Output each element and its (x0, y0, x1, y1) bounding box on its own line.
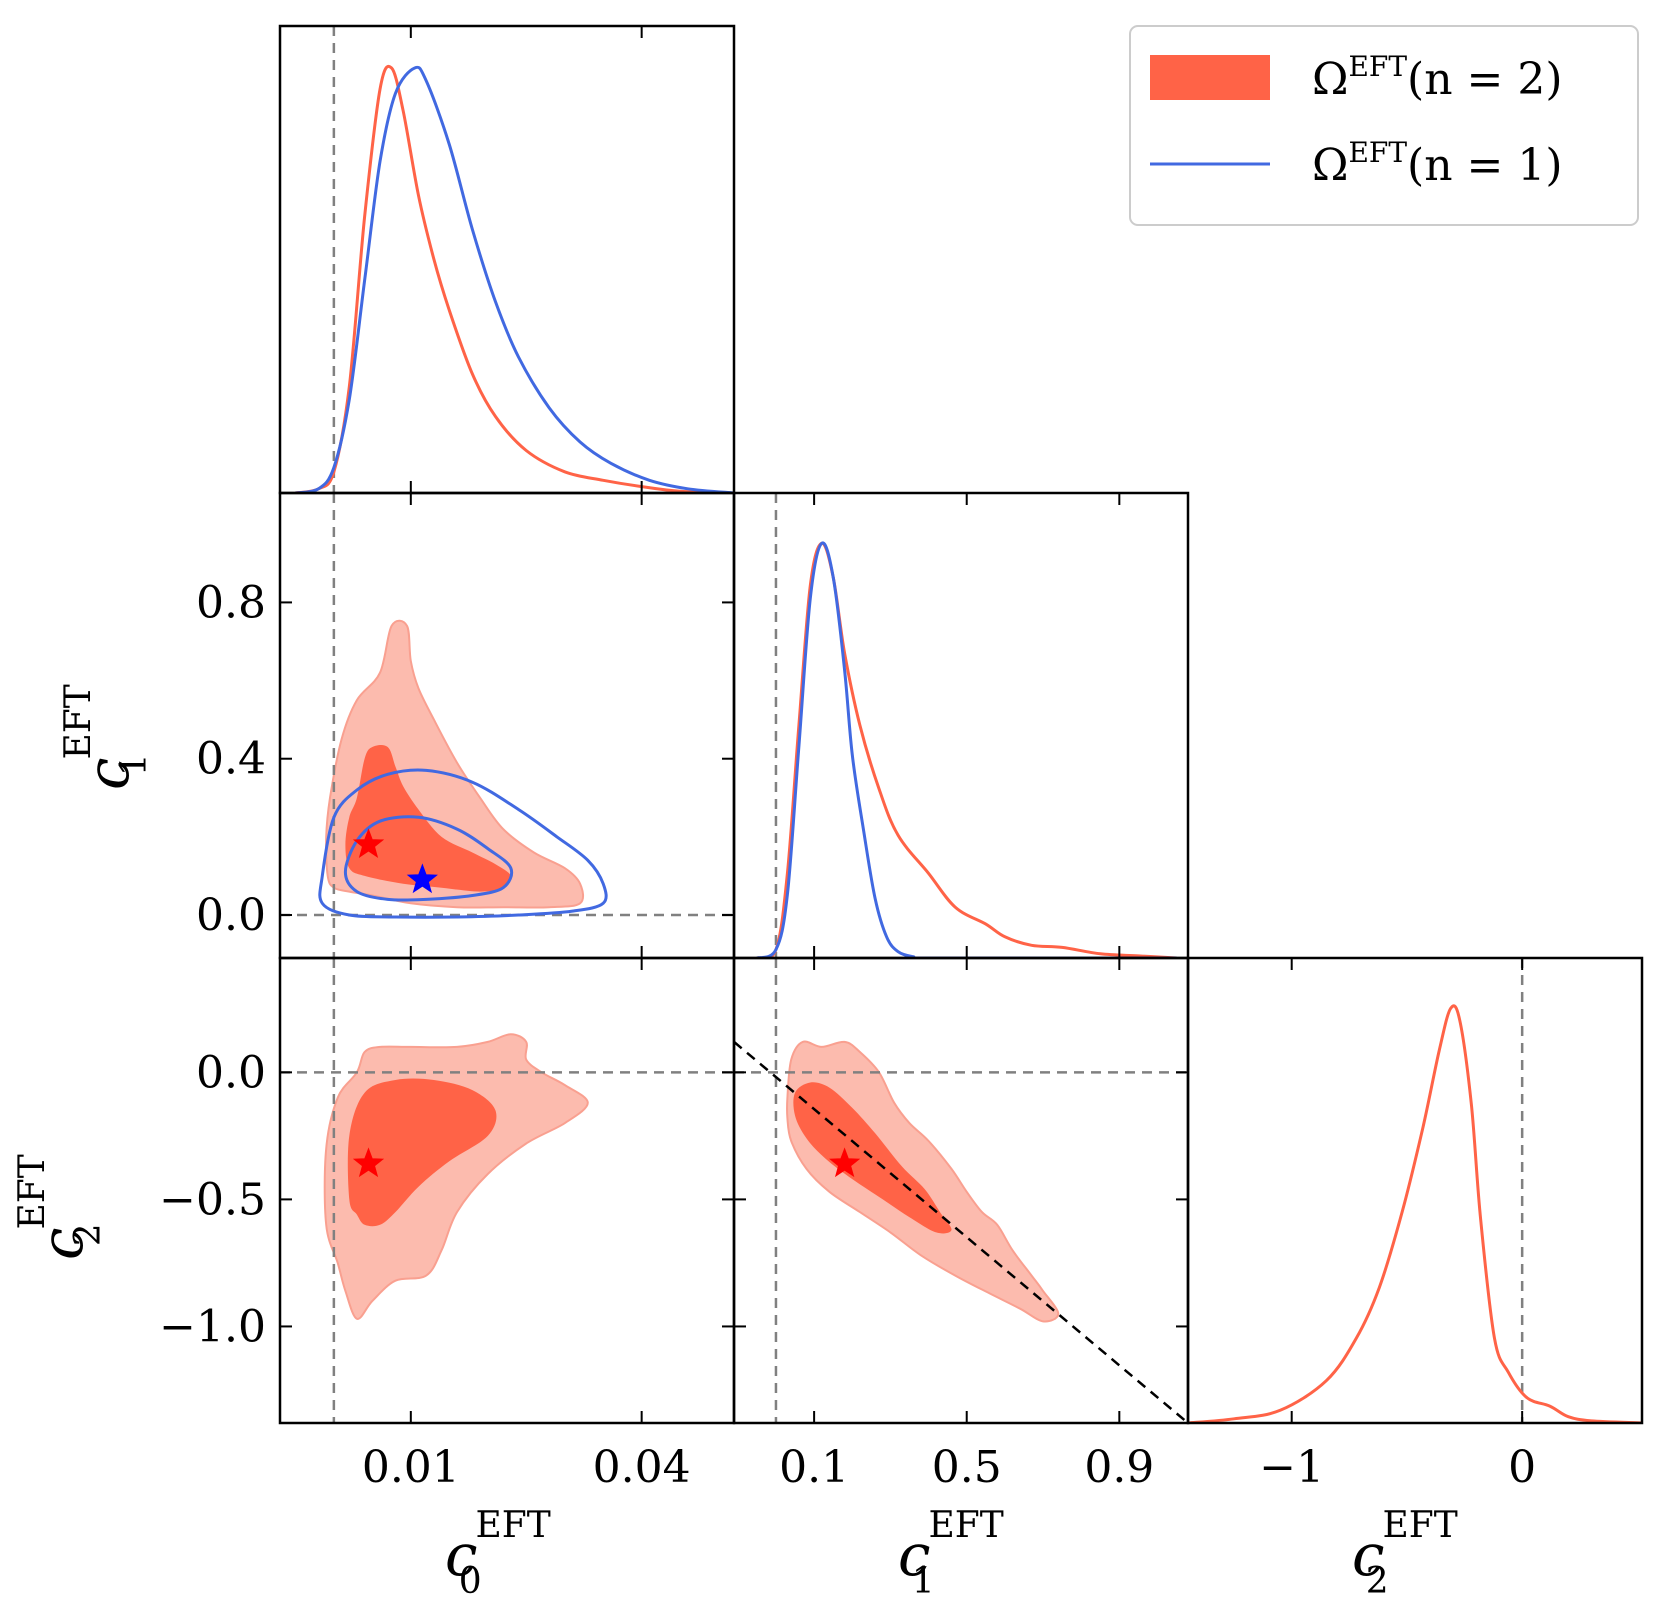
contour-inner-n2-c0_c1 (345, 744, 512, 892)
marginal-curve-n=2-c2 (1188, 1004, 1642, 1423)
best-fit-star-n=2-c1_c2 (829, 1147, 861, 1178)
ytick-label-c2-2: −1.0 (159, 1301, 266, 1352)
best-fit-star-n=1-c0_c1 (406, 863, 438, 894)
ylabel-c2: cEFT2 (12, 1154, 109, 1260)
ytick-label-c1-0: 0.0 (196, 890, 266, 941)
contour-inner-n1-c0_c1 (343, 815, 514, 902)
contour-inner-n2-c0_c2 (347, 1078, 497, 1227)
legend-label-n1: ΩEFT(n = 1) (1312, 136, 1563, 191)
ytick-label-c2-1: −0.5 (159, 1174, 266, 1225)
marginal-curve-n=1-c0 (295, 65, 734, 493)
xtick-label-c1-1: 0.5 (932, 1442, 1002, 1493)
marginal-curve-n=2-c0 (295, 64, 734, 493)
contour-inner-n2-c1_c2 (793, 1082, 952, 1234)
xtick-label-c0-1: 0.04 (593, 1442, 691, 1493)
xtick-label-c0-0: 0.01 (362, 1442, 460, 1493)
marginal-curve-n=1-c1 (756, 541, 1177, 958)
best-fit-star-n=2-c0_c2 (352, 1147, 385, 1178)
ylabel-c1: cEFT1 (58, 684, 155, 790)
contour-group-c0_c2 (280, 958, 734, 1423)
contour-outer-n2-c1_c2 (785, 1040, 1060, 1323)
xlabel-c2: cEFT 2 (1352, 1505, 1458, 1602)
panel-frame-r1c1 (732, 491, 1190, 960)
contour-outer-n1-c0_c1 (318, 768, 608, 919)
marginal-curve-n=2-c1 (756, 541, 1177, 958)
best-fit-star-n=2-c0_c1 (352, 828, 385, 858)
xlabel-c0: cEFT 0 (445, 1505, 551, 1602)
xlabel-c1: cEFT 1 (898, 1505, 1004, 1602)
reference-line-c1-c2 (734, 1040, 1188, 1423)
xtick-label-c1-0: 0.1 (779, 1442, 849, 1493)
marginal-group-c0 (295, 26, 734, 493)
contour-group-c1_c2 (734, 958, 1188, 1423)
contour-group-c0_c1 (280, 493, 734, 958)
xtick-label-c2-1: 0 (1508, 1442, 1536, 1493)
marginal-group-c1 (756, 493, 1177, 958)
legend: ΩEFT(n = 2) ΩEFT(n = 1) (1129, 25, 1639, 226)
xtick-label-c2-0: −1 (1259, 1442, 1324, 1493)
legend-swatch-n2 (1150, 55, 1270, 100)
panel-frame-r0c0 (278, 24, 736, 495)
legend-label-n2: ΩEFT(n = 2) (1312, 50, 1563, 105)
marginal-group-c2 (1188, 958, 1642, 1423)
panel-frame-r2c2 (1186, 956, 1644, 1425)
ytick-label-c1-1: 0.4 (196, 734, 266, 785)
ytick-label-c2-0: 0.0 (196, 1047, 266, 1098)
xtick-label-c1-2: 0.9 (1084, 1442, 1154, 1493)
ytick-label-c1-2: 0.8 (196, 577, 266, 628)
